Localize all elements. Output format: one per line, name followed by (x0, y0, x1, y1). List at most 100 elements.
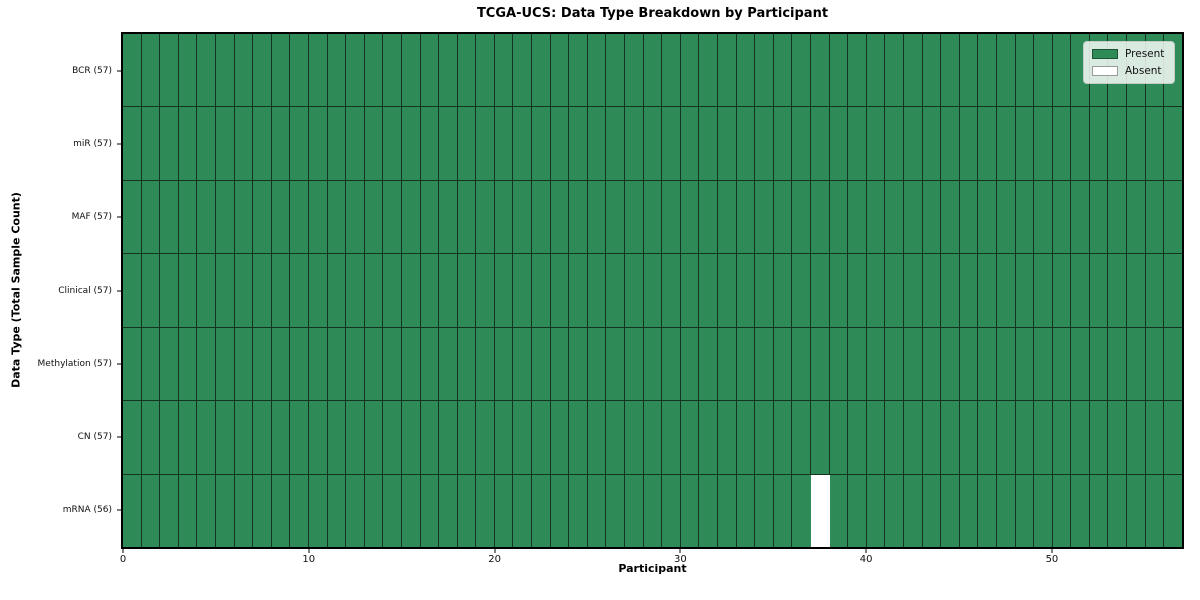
heatmap-cell (364, 474, 384, 547)
heatmap-cell (680, 254, 700, 327)
heatmap-cell (903, 107, 923, 180)
heatmap-cell (476, 254, 495, 327)
heatmap-cell (848, 401, 867, 474)
heatmap-cell (550, 34, 570, 107)
heatmap-cell (885, 34, 904, 107)
heatmap-cell (718, 34, 737, 107)
heatmap-cell (587, 180, 607, 254)
heatmap-cell (755, 180, 774, 254)
heatmap-cell (959, 34, 979, 107)
heatmap-cell (718, 107, 737, 180)
absent-swatch-icon (1092, 66, 1118, 76)
heatmap-cell (160, 254, 179, 327)
heatmap-cell (662, 34, 681, 107)
heatmap-cell (1127, 107, 1146, 180)
heatmap-cell (1089, 327, 1109, 401)
heatmap-cell (327, 34, 347, 107)
heatmap-cell (1127, 180, 1146, 254)
heatmap-cell (1145, 474, 1165, 547)
x-tick-mark (494, 549, 496, 553)
heatmap-cell (773, 401, 793, 474)
x-tick-label: 10 (302, 554, 316, 565)
heatmap-cell (141, 254, 161, 327)
heatmap-cell (625, 254, 644, 327)
heatmap-cell (1052, 474, 1072, 547)
heatmap-cell (922, 474, 942, 547)
heatmap-cell (1089, 107, 1109, 180)
heatmap-cell (346, 34, 365, 107)
heatmap-cell (736, 474, 756, 547)
heatmap-cell (364, 327, 384, 401)
heatmap-cell (513, 34, 533, 107)
heatmap-cell (978, 327, 997, 401)
heatmap-cell (383, 327, 402, 401)
heatmap-cell (569, 107, 588, 180)
heatmap-cell (1071, 180, 1090, 254)
heatmap-cell (420, 327, 440, 401)
heatmap-cell (1108, 180, 1128, 254)
heatmap-cell (123, 254, 142, 327)
heatmap-cell (662, 401, 681, 474)
heatmap-cell (457, 254, 477, 327)
heatmap-cell (550, 474, 570, 547)
y-tick-label: miR (57) (73, 138, 112, 149)
heatmap-cell (197, 254, 216, 327)
heatmap-cell (959, 180, 979, 254)
heatmap-cell (1034, 327, 1053, 401)
heatmap-cell (401, 107, 421, 180)
heatmap-cell (234, 474, 254, 547)
heatmap-cell (662, 254, 681, 327)
heatmap-cell (903, 401, 923, 474)
heatmap-cell (829, 327, 849, 401)
heatmap-cell (1015, 474, 1035, 547)
heatmap-grid (123, 34, 1182, 547)
heatmap-cell (364, 34, 384, 107)
heatmap-cell (327, 401, 347, 474)
heatmap-cell (513, 401, 533, 474)
heatmap-cell (1108, 401, 1128, 474)
heatmap-cell (941, 327, 960, 401)
heatmap-cell (810, 327, 830, 401)
plot-area (121, 32, 1184, 549)
y-tick-label: CN (57) (77, 432, 112, 443)
heatmap-cell (550, 401, 570, 474)
heatmap-cell (141, 327, 161, 401)
heatmap-cell (1015, 34, 1035, 107)
heatmap-cell (792, 107, 811, 180)
heatmap-cell (476, 327, 495, 401)
y-tick-label: MAF (57) (71, 212, 112, 223)
heatmap-cell (364, 401, 384, 474)
heatmap-cell (141, 34, 161, 107)
heatmap-cell (1108, 474, 1128, 547)
heatmap-cell (550, 327, 570, 401)
heatmap-cell (178, 474, 198, 547)
heatmap-cell (792, 254, 811, 327)
heatmap-cell (160, 34, 179, 107)
heatmap-cell (401, 180, 421, 254)
heatmap-cell (383, 474, 402, 547)
heatmap-cell (290, 180, 309, 254)
heatmap-cell (885, 327, 904, 401)
heatmap-cell (1015, 327, 1035, 401)
heatmap-cell (141, 401, 161, 474)
y-tick-mark (117, 363, 121, 365)
heatmap-cell (513, 474, 533, 547)
heatmap-cell (178, 107, 198, 180)
heatmap-cell (346, 107, 365, 180)
heatmap-cell (1089, 474, 1109, 547)
heatmap-cell (364, 254, 384, 327)
heatmap-cell (1127, 327, 1146, 401)
chart-title: TCGA-UCS: Data Type Breakdown by Partici… (476, 6, 829, 21)
x-axis-label: Participant (618, 562, 687, 575)
heatmap-cell (1145, 254, 1165, 327)
heatmap-cell (643, 254, 663, 327)
heatmap-cell (829, 474, 849, 547)
heatmap-cell (810, 254, 830, 327)
heatmap-cell (494, 254, 514, 327)
heatmap-cell (1089, 254, 1109, 327)
heatmap-cell (1145, 107, 1165, 180)
heatmap-cell (829, 254, 849, 327)
heatmap-cell (996, 107, 1016, 180)
heatmap-cell (569, 474, 588, 547)
heatmap-cell (290, 474, 309, 547)
